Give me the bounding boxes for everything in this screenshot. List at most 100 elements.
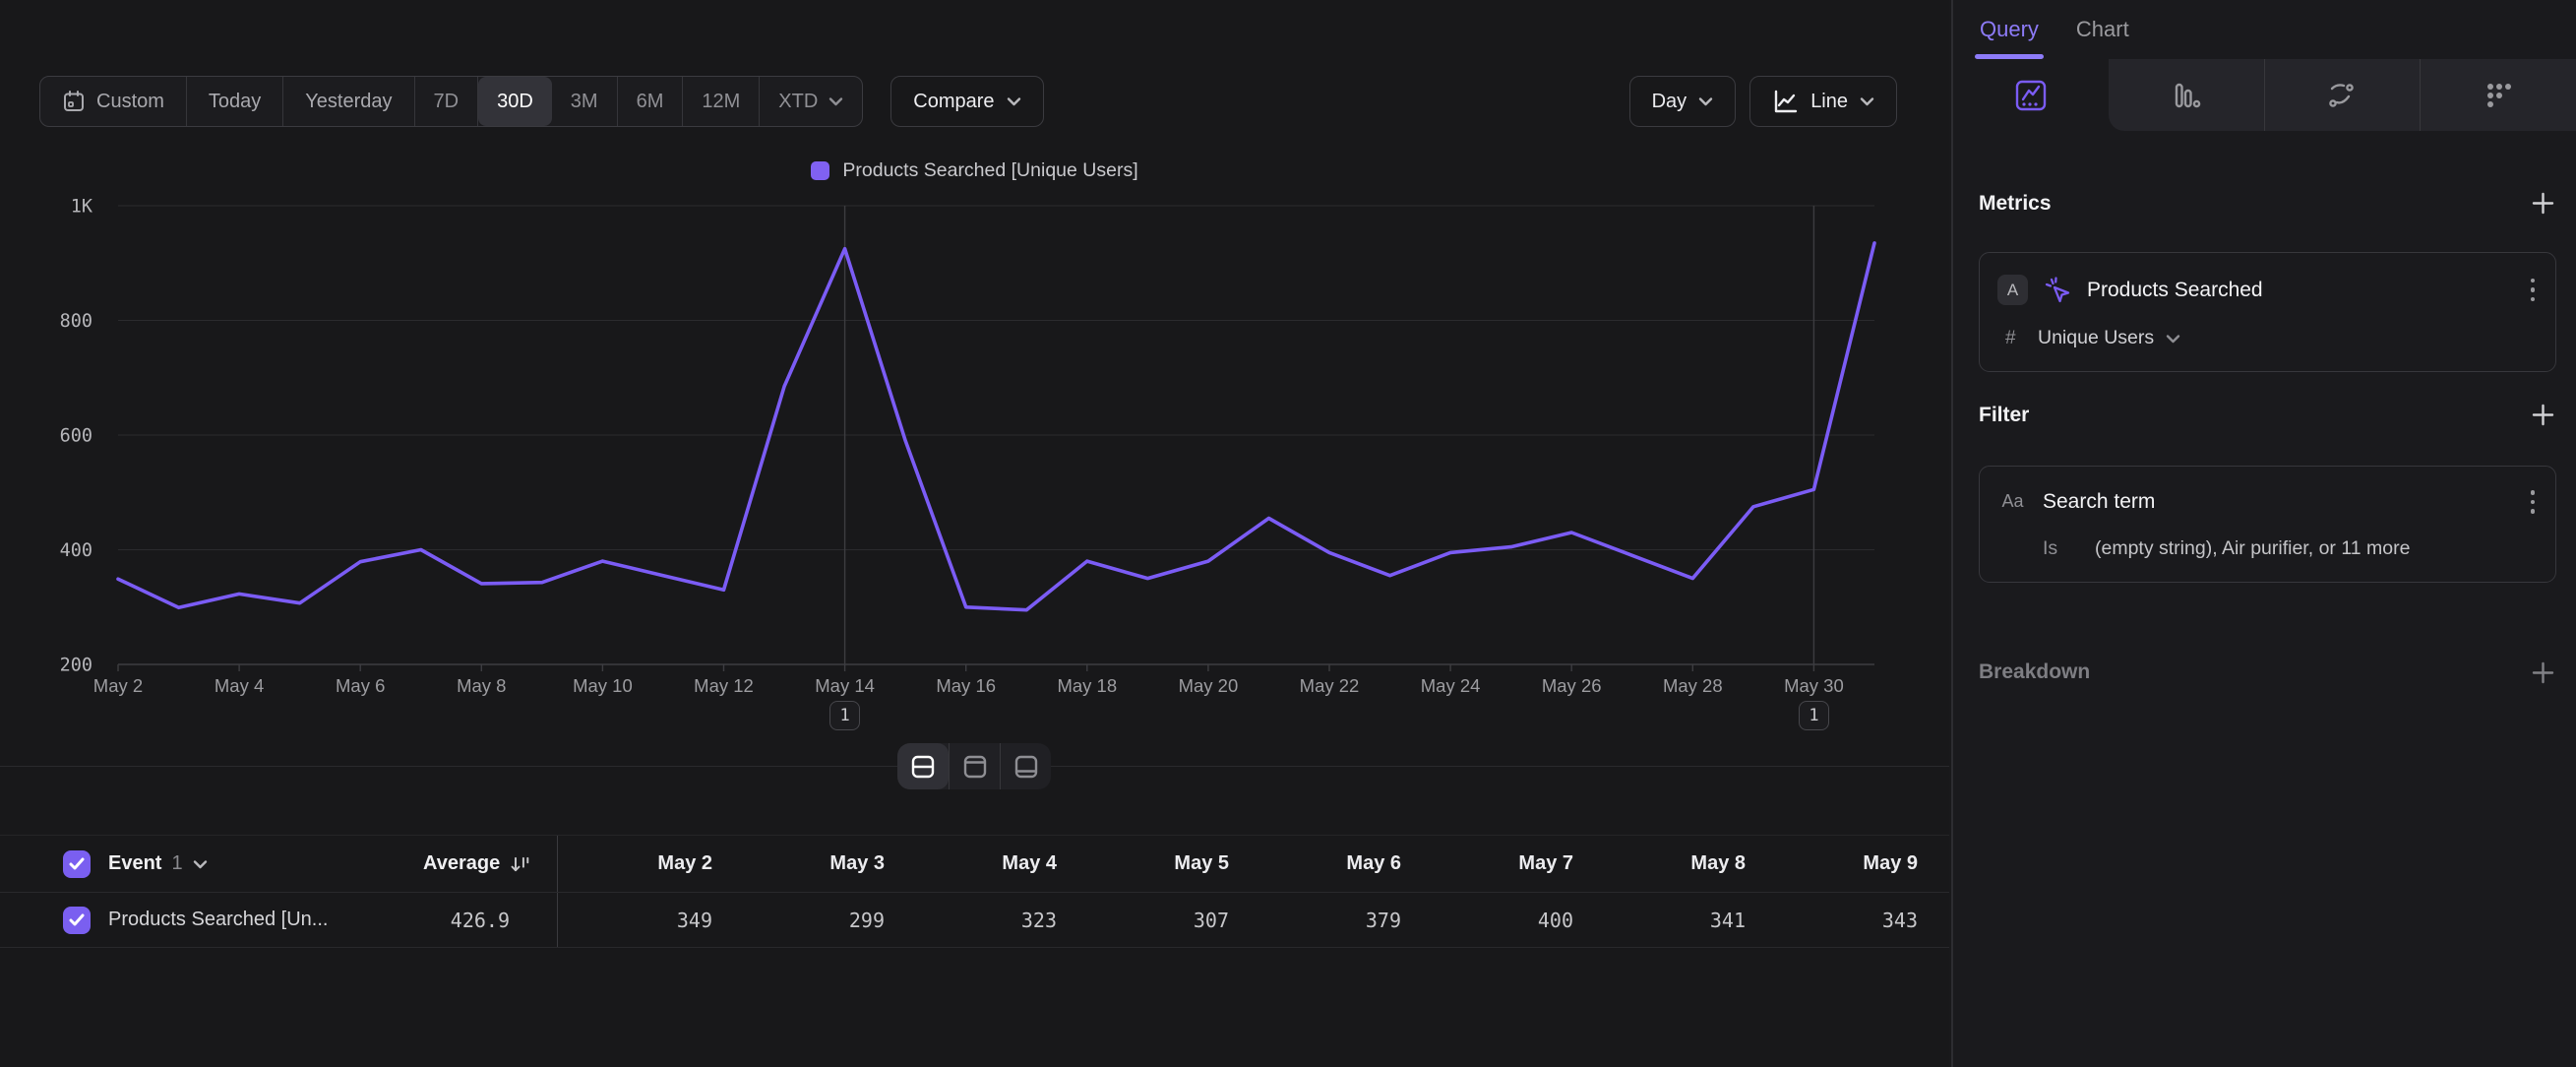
chart-legend[interactable]: Products Searched [Unique Users] — [0, 159, 1949, 182]
chevron-down-icon — [829, 97, 843, 106]
tab-chart[interactable]: Chart — [2075, 17, 2129, 41]
svg-text:May 2: May 2 — [93, 675, 143, 696]
date-column-header[interactable]: May 2 — [657, 852, 712, 874]
bar-chart-icon — [2175, 83, 2200, 107]
add-breakdown-icon[interactable] — [2530, 659, 2556, 686]
date-column-value: 349 — [676, 908, 712, 932]
metric-menu-icon[interactable] — [2528, 277, 2538, 304]
aggregation-selector[interactable]: Unique Users — [2038, 327, 2155, 348]
metric-letter-badge: A — [1997, 275, 2028, 305]
date-column-header[interactable]: May 6 — [1346, 852, 1401, 874]
layout-split-horizontal-button[interactable] — [897, 743, 949, 789]
svg-text:600: 600 — [60, 426, 92, 447]
filter-menu-icon[interactable] — [2528, 488, 2538, 516]
compare-label: Compare — [913, 90, 995, 112]
average-header-cell[interactable]: Average — [423, 851, 531, 877]
date-range-label: Custom — [96, 90, 164, 112]
date-range-3m[interactable]: 3M — [552, 77, 618, 126]
svg-text:May 18: May 18 — [1057, 675, 1117, 696]
svg-text:May 6: May 6 — [336, 675, 385, 696]
date-column-header[interactable]: May 9 — [1863, 852, 1918, 874]
date-range-30d[interactable]: 30D — [478, 77, 552, 126]
date-range-yesterday[interactable]: Yesterday — [283, 77, 415, 126]
svg-text:1K: 1K — [71, 197, 93, 218]
split-horizontal-icon — [911, 755, 935, 778]
date-range-label: Today — [208, 90, 262, 112]
layout-panel-top-button[interactable] — [949, 743, 1000, 789]
metrics-title: Metrics — [1979, 191, 2052, 215]
report-toolbar: Custom Today Yesterday 7D 30D 3M 6M 12M XTD Comp… — [39, 76, 1897, 127]
annotation-marker[interactable]: 1 — [1798, 701, 1829, 730]
line-chart[interactable]: 1K 800 600 400 200 May 2 May 4 May 6 May 8 May 10… — [0, 0, 1949, 766]
chevron-down-icon — [2166, 334, 2180, 343]
row-event-cell[interactable]: Products Searched [Un... — [108, 909, 423, 931]
toolbar-right-group: Day Line — [1628, 76, 1897, 127]
metric-name: Products Searched — [2087, 278, 2263, 301]
filter-value[interactable]: (empty string), Air purifier, or 11 more — [2095, 536, 2411, 559]
flows-icon — [2329, 83, 2355, 107]
chart-type-label: Line — [1810, 90, 1848, 112]
date-column-header[interactable]: May 3 — [829, 852, 885, 874]
date-column-value: 400 — [1537, 908, 1573, 932]
date-range-custom[interactable]: Custom — [40, 77, 187, 126]
date-column-value: 323 — [1020, 908, 1057, 932]
event-header-label: Event — [108, 852, 162, 874]
granularity-label: Day — [1651, 90, 1687, 112]
view-tab-flows[interactable] — [2263, 59, 2421, 131]
compare-button[interactable]: Compare — [890, 76, 1044, 127]
view-tab-bar-chart[interactable] — [2108, 59, 2264, 131]
tab-query[interactable]: Query — [1975, 0, 2044, 59]
date-range-6m[interactable]: 6M — [618, 77, 684, 126]
svg-text:400: 400 — [60, 540, 92, 561]
select-all-checkbox[interactable] — [63, 849, 91, 878]
svg-text:800: 800 — [60, 311, 92, 332]
breakdown-title: Breakdown — [1979, 660, 2091, 683]
sort-descending-icon — [511, 856, 529, 871]
legend-label: Products Searched [Unique Users] — [842, 159, 1138, 181]
chevron-down-icon — [1860, 97, 1874, 106]
date-range-label: 12M — [702, 90, 741, 112]
breakdown-table: Event 1 Average May 2 May 3 May 4 May 5 May … — [0, 835, 1949, 948]
add-metric-icon[interactable] — [2530, 190, 2556, 217]
date-column-header[interactable]: May 8 — [1690, 852, 1746, 874]
date-column-header[interactable]: May 5 — [1174, 852, 1229, 874]
date-column-header[interactable]: May 4 — [1002, 852, 1057, 874]
filter-card[interactable]: Aa Search term Is (empty string), Air pu… — [1979, 466, 2556, 583]
add-filter-icon[interactable] — [2530, 402, 2556, 428]
date-range-label: 6M — [636, 90, 664, 112]
view-tab-insights[interactable] — [1953, 59, 2109, 131]
metric-card[interactable]: A Products Searched # Unique Users — [1979, 252, 2556, 372]
date-column-header[interactable]: May 7 — [1518, 852, 1573, 874]
date-column-value: 379 — [1365, 908, 1401, 932]
legend-swatch — [811, 161, 830, 180]
chart-type-button[interactable]: Line — [1749, 76, 1897, 127]
event-header-cell[interactable]: Event 1 — [108, 852, 423, 875]
svg-text:May 20: May 20 — [1179, 675, 1239, 696]
svg-text:May 10: May 10 — [573, 675, 633, 696]
row-checkbox[interactable] — [63, 906, 91, 934]
date-range-today[interactable]: Today — [187, 77, 284, 126]
date-range-label: XTD — [778, 90, 819, 112]
date-header-columns: May 2 May 3 May 4 May 5 May 6 May 7 May 8 May 9 — [557, 836, 1935, 892]
row-average-cell: 426.9 — [450, 908, 510, 932]
date-column-value: 341 — [1709, 908, 1746, 932]
aggregation-hash: # — [2005, 327, 2016, 348]
line-chart-icon — [1774, 90, 1798, 112]
panel-top-icon — [963, 755, 986, 778]
date-range-7d[interactable]: 7D — [415, 77, 479, 126]
date-range-control: Custom Today Yesterday 7D 30D 3M 6M 12M XTD — [39, 76, 864, 127]
layout-panel-bottom-button[interactable] — [1000, 743, 1051, 789]
date-column-value: 299 — [848, 908, 885, 932]
svg-text:May 30: May 30 — [1784, 675, 1844, 696]
svg-text:May 4: May 4 — [215, 675, 264, 696]
date-range-label: 3M — [570, 90, 598, 112]
date-range-xtd[interactable]: XTD — [760, 77, 862, 126]
date-range-12m[interactable]: 12M — [683, 77, 761, 126]
view-tab-retention[interactable] — [2420, 59, 2576, 131]
panel-bottom-icon — [1014, 755, 1037, 778]
filter-operator[interactable]: Is — [2043, 536, 2058, 559]
annotation-marker[interactable]: 1 — [829, 701, 861, 730]
granularity-button[interactable]: Day — [1628, 76, 1737, 127]
